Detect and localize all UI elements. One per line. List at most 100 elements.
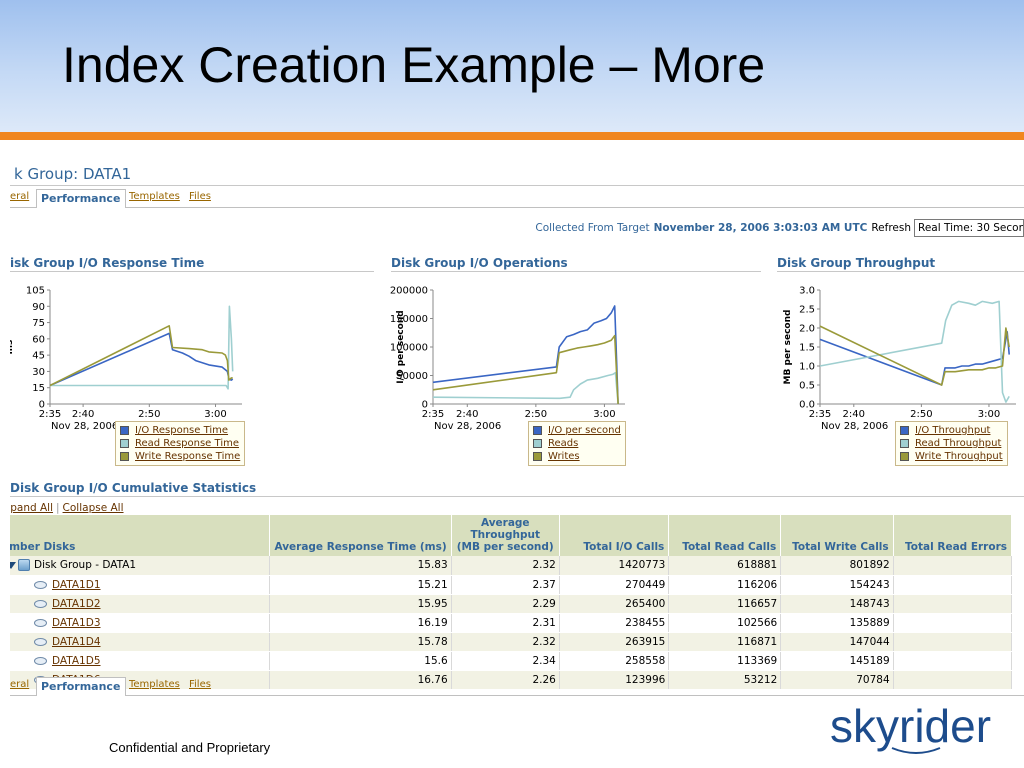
- legend-item[interactable]: Write Response Time: [120, 450, 240, 463]
- disk-link[interactable]: DATA1D2: [52, 597, 101, 610]
- disk-link[interactable]: DATA1D3: [52, 616, 101, 629]
- legend-item[interactable]: I/O per second: [533, 424, 621, 437]
- cell-member-disk[interactable]: DATA1D4: [10, 632, 271, 652]
- legend-swatch: [533, 452, 542, 461]
- cell-member-disk[interactable]: DATA1D2: [10, 594, 271, 614]
- expand-all-link[interactable]: xpand All: [10, 502, 53, 514]
- section-title: Disk Group I/O Cumulative Statistics: [10, 481, 256, 495]
- y-tick-label: 100000: [390, 343, 428, 354]
- cell-total-read-errors: [893, 556, 1013, 576]
- collected-label: Collected From Target: [535, 222, 650, 234]
- col-total-write-calls[interactable]: Total Write Calls: [780, 515, 894, 556]
- legend-link[interactable]: I/O per second: [548, 425, 621, 436]
- logo-swoosh: [891, 747, 941, 754]
- legend-swatch: [533, 426, 542, 435]
- y-tick-label: 50000: [396, 371, 428, 382]
- page-title: k Group: DATA1: [14, 165, 132, 183]
- legend-swatch: [120, 439, 129, 448]
- col-total-io-calls[interactable]: Total I/O Calls: [559, 515, 670, 556]
- tab-bar-top: eral Performance Templates Files: [10, 189, 1024, 208]
- footer-text: Confidential and Proprietary: [109, 740, 271, 755]
- legend-item[interactable]: Read Response Time: [120, 437, 240, 450]
- cell-total-read-calls: 618881: [668, 556, 782, 576]
- y-tick-label: 0: [422, 400, 428, 411]
- table-row: DATA1D3 16.19 2.31 238455 102566 135889: [10, 613, 1013, 633]
- tab-templates-bottom[interactable]: Templates: [129, 679, 180, 690]
- cell-avg-throughput: 2.31: [451, 613, 560, 633]
- tab-files-bottom[interactable]: Files: [189, 679, 211, 690]
- series-line: [432, 371, 619, 405]
- chart-rule-throughput: [777, 271, 1024, 272]
- y-tick-label: 0: [39, 400, 45, 411]
- tab-general-bottom[interactable]: eral: [10, 679, 30, 690]
- cell-member-disk[interactable]: DATA1D1: [10, 575, 271, 595]
- cell-avg-response-time: 16.76: [269, 670, 452, 690]
- disk-link[interactable]: DATA1D1: [52, 578, 101, 591]
- legend-item[interactable]: I/O Throughput: [900, 424, 1003, 437]
- y-tick-label: 1.5: [799, 343, 815, 354]
- refresh-select[interactable]: Real Time: 30 Second: [914, 219, 1024, 237]
- legend-link[interactable]: Writes: [548, 451, 580, 462]
- tab-files[interactable]: Files: [189, 191, 211, 202]
- legend-item[interactable]: Read Throughput: [900, 437, 1003, 450]
- cell-avg-response-time: 15.78: [269, 632, 452, 652]
- legend-link[interactable]: Write Response Time: [135, 451, 241, 462]
- chart-svg: 200000 150000 100000 50000 02:35 2:40 2:50 3:00…: [390, 286, 625, 432]
- disk-icon: [34, 618, 47, 627]
- chart-svg: 105 90 75 60 45 30 15 02:35 2:40 2:50 3:00 Nov 28, …: [10, 286, 242, 432]
- legend-link[interactable]: I/O Response Time: [135, 425, 229, 436]
- slide-header-band: [0, 0, 1024, 132]
- cell-total-read-calls: 116657: [668, 594, 782, 614]
- cell-member-disk[interactable]: DATA1D3: [10, 613, 271, 633]
- cell-total-write-calls: 147044: [780, 632, 894, 652]
- legend-link[interactable]: Reads: [548, 438, 579, 449]
- legend-swatch: [120, 452, 129, 461]
- disk-link[interactable]: DATA1D5: [52, 654, 101, 667]
- cell-member-disk[interactable]: DATA1D5: [10, 651, 271, 671]
- legend-swatch: [900, 426, 909, 435]
- x-tick-label: 2:50: [525, 409, 547, 420]
- collapse-all-link[interactable]: Collapse All: [62, 502, 124, 514]
- legend-item[interactable]: Write Throughput: [900, 450, 1003, 463]
- legend-item[interactable]: I/O Response Time: [120, 424, 240, 437]
- col-avg-throughput[interactable]: Average Throughput (MB per second): [451, 515, 560, 556]
- legend-link[interactable]: Write Throughput: [915, 451, 1003, 462]
- legend-swatch: [533, 439, 542, 448]
- cell-total-read-calls: 116206: [668, 575, 782, 595]
- collapse-triangle-icon[interactable]: [10, 561, 16, 569]
- tab-templates[interactable]: Templates: [129, 191, 180, 202]
- cell-total-read-errors: [893, 613, 1013, 633]
- col-member-disks[interactable]: ember Disks: [10, 515, 271, 556]
- legend-item[interactable]: Reads: [533, 437, 621, 450]
- section-rule: [10, 496, 1024, 497]
- y-tick-label: 2.0: [799, 324, 815, 335]
- chart-title-throughput: Disk Group Throughput: [777, 256, 936, 270]
- y-tick-label: 0.5: [799, 381, 815, 392]
- tab-performance-bottom[interactable]: Performance: [36, 677, 127, 696]
- y-tick-label: 90: [32, 302, 45, 313]
- col-total-read-calls[interactable]: Total Read Calls: [668, 515, 782, 556]
- cell-total-read-errors: [893, 632, 1013, 652]
- x-date-label: Nov 28, 2006: [434, 421, 501, 432]
- cell-avg-response-time: 15.6: [269, 651, 452, 671]
- disk-link[interactable]: DATA1D4: [52, 635, 101, 648]
- legend-item[interactable]: Writes: [533, 450, 621, 463]
- tab-general[interactable]: eral: [10, 191, 30, 202]
- cell-avg-throughput: 2.37: [451, 575, 560, 595]
- slide-title: Index Creation Example – More: [62, 37, 766, 93]
- col-avg-response-time[interactable]: Average Response Time (ms): [269, 515, 452, 556]
- cell-total-write-calls: 145189: [780, 651, 894, 671]
- y-tick-label: 1.0: [799, 362, 815, 373]
- cell-total-read-calls: 102566: [668, 613, 782, 633]
- chart-title-response-time: isk Group I/O Response Time: [10, 256, 205, 270]
- refresh-label: Refresh: [871, 222, 911, 234]
- legend-link[interactable]: I/O Throughput: [915, 425, 991, 436]
- legend-link[interactable]: Read Throughput: [915, 438, 1002, 449]
- y-tick-label: 75: [32, 318, 45, 329]
- col-total-read-errors[interactable]: Total Read Errors: [893, 515, 1013, 556]
- series-line: [49, 324, 233, 387]
- collected-from-target: Collected From Target November 28, 2006 …: [535, 218, 1024, 238]
- cumulative-stats-table: ember Disks Average Response Time (ms) A…: [10, 515, 1013, 690]
- tab-performance[interactable]: Performance: [36, 189, 127, 208]
- legend-link[interactable]: Read Response Time: [135, 438, 239, 449]
